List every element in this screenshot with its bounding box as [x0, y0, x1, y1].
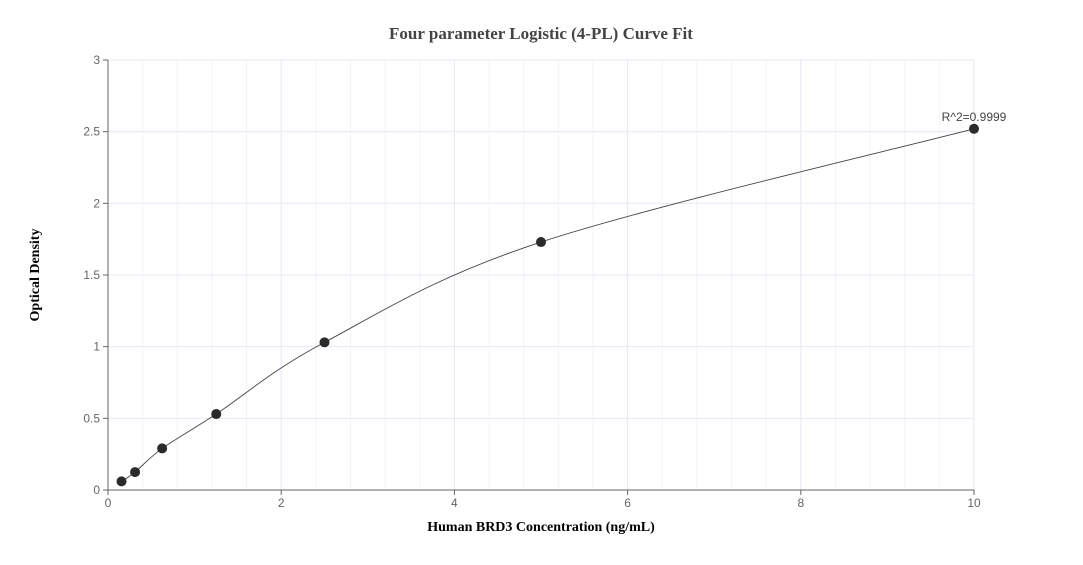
data-point	[211, 409, 222, 420]
y-tick-label: 0	[93, 483, 100, 497]
axes: 0 2 4 6 8 10 0 0.5 1 1.5 2 2.5 3	[83, 53, 981, 510]
data-point	[157, 443, 168, 454]
data-point	[536, 237, 546, 248]
data-point	[969, 123, 979, 134]
x-tick-label: 6	[624, 496, 631, 510]
y-tick-label: 2.5	[83, 125, 100, 139]
y-tick-label: 0.5	[83, 411, 100, 425]
data-point	[116, 476, 127, 487]
x-axis-label: Human BRD3 Concentration (ng/mL)	[427, 520, 655, 535]
data-points	[116, 123, 979, 487]
chart-title: Four parameter Logistic (4-PL) Curve Fit	[389, 24, 693, 43]
x-tick-label: 2	[278, 496, 285, 510]
r-squared-annotation: R^2=0.9999	[942, 110, 1007, 124]
y-tick-label: 1.5	[83, 268, 100, 282]
data-point	[130, 467, 141, 478]
x-tick-label: 8	[797, 496, 804, 510]
x-tick-label: 4	[451, 496, 458, 510]
x-tick-label: 10	[967, 496, 981, 510]
grid	[108, 59, 975, 490]
y-axis-label: Optical Density	[28, 229, 43, 322]
x-tick-label: 0	[105, 496, 112, 510]
fit-curve	[121, 128, 975, 482]
data-point	[319, 337, 330, 348]
y-tick-label: 2	[93, 196, 100, 210]
y-tick-label: 3	[93, 53, 100, 67]
y-tick-label: 1	[93, 340, 100, 354]
